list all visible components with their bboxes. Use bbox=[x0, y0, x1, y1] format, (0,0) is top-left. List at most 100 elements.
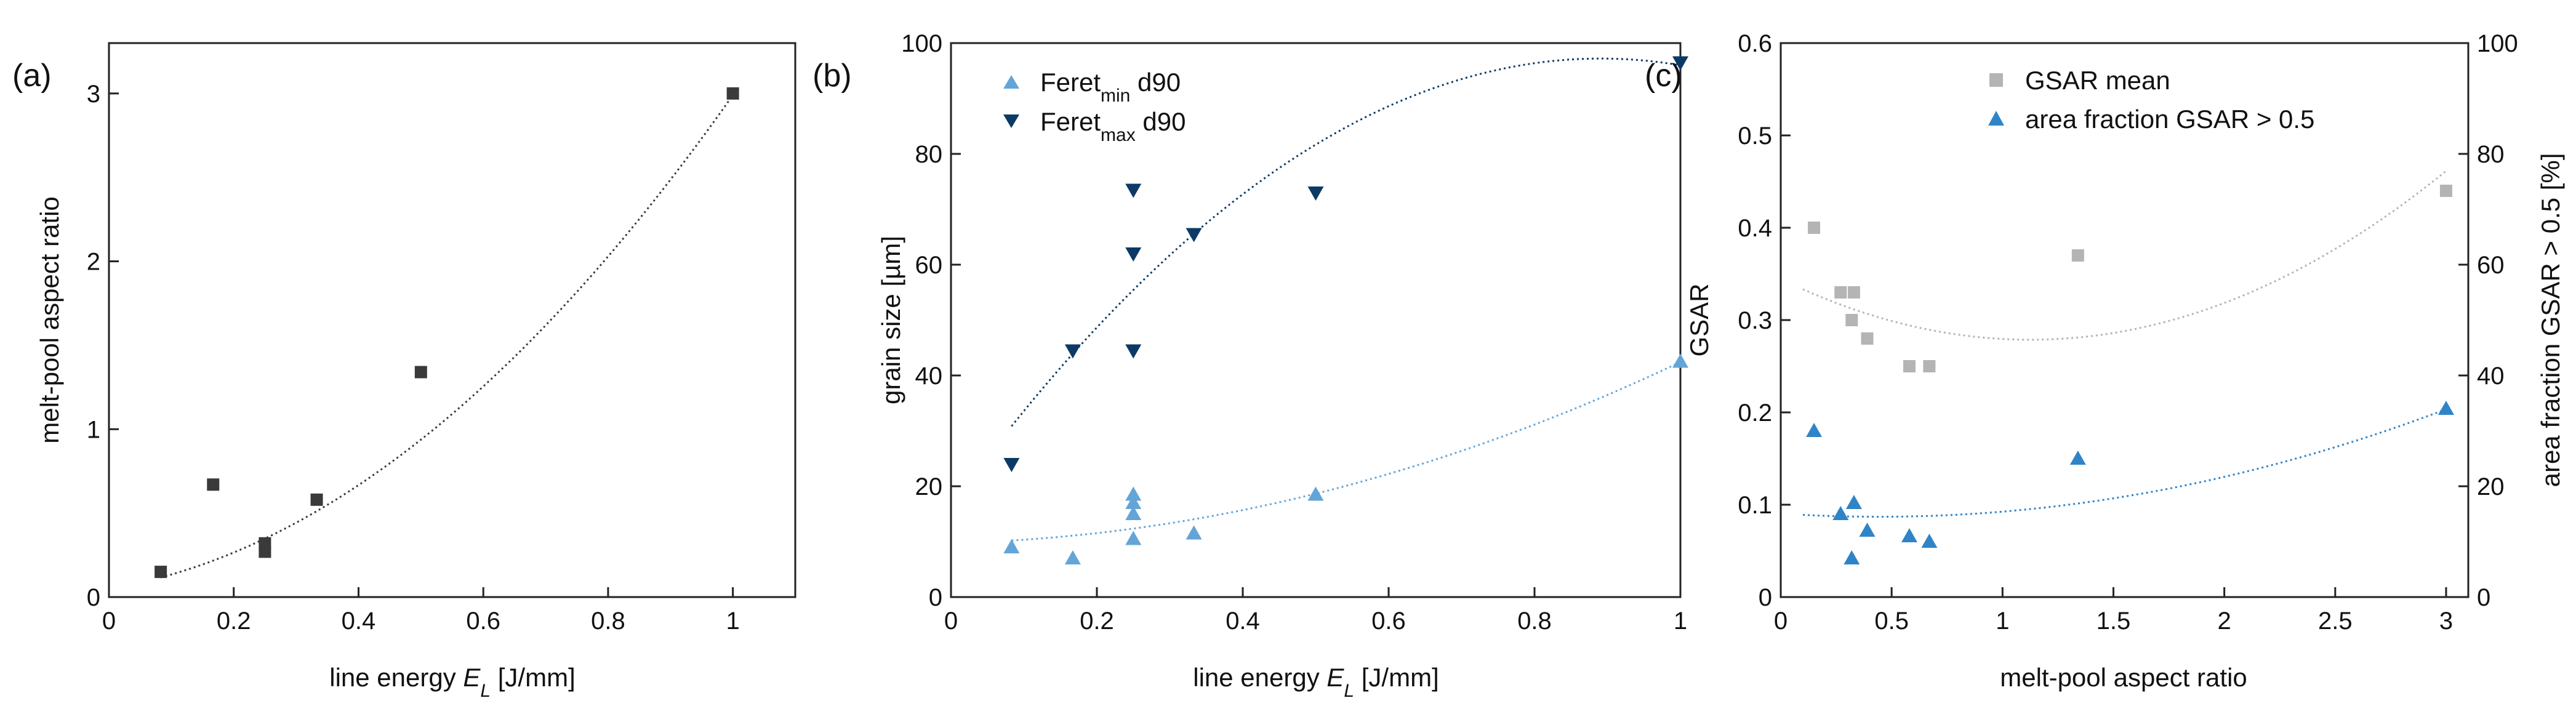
x-tick-label: 0.2 bbox=[217, 608, 251, 635]
data-point-series-0 bbox=[1125, 506, 1142, 520]
panel-b-x-axis: 0 0.2 0.4 0.6 0.8 1 bbox=[944, 587, 1687, 635]
y-tick-label: 1 bbox=[87, 416, 100, 443]
legend-feret-max-label: Feretmax d90 bbox=[1040, 107, 1186, 145]
data-point-series-1 bbox=[1064, 344, 1081, 359]
panel-b-tag: (b) bbox=[813, 58, 852, 94]
panel-c-legend: GSAR mean area fraction GSAR > 0.5 bbox=[1988, 66, 2314, 134]
fit-line-series-0 bbox=[1011, 361, 1681, 542]
x-tick-label: 0.8 bbox=[1517, 608, 1552, 635]
y-tick-label: 0 bbox=[87, 584, 100, 611]
data-point-series-1 bbox=[1125, 344, 1142, 359]
data-point-series-1 bbox=[1125, 247, 1142, 262]
data-point-series-0 bbox=[1125, 531, 1142, 545]
data-point-series-0 bbox=[2439, 185, 2452, 197]
data-point-series-0 bbox=[259, 545, 271, 558]
legend-area-fraction-label: area fraction GSAR > 0.5 bbox=[2025, 105, 2314, 134]
y2-tick-label: 0 bbox=[2477, 584, 2490, 611]
fit-line-series-0 bbox=[160, 94, 734, 579]
legend-feret-min-marker bbox=[1003, 75, 1019, 89]
panel-a-x-axis: 0 0.2 0.4 0.6 0.8 1 bbox=[102, 587, 740, 635]
data-point-series-0 bbox=[1064, 550, 1081, 564]
y-tick-label: 0.2 bbox=[1738, 399, 1772, 427]
panel-b-plot-frame bbox=[950, 42, 1682, 598]
panel-c-x-axis-label: melt-pool aspect ratio bbox=[2000, 663, 2247, 692]
x-tick-label: 1 bbox=[1996, 608, 2009, 635]
legend-feret-max-marker bbox=[1003, 114, 1019, 128]
panel-b-y-axis: 0 20 40 60 80 100 bbox=[901, 30, 961, 611]
y2-tick-label: 100 bbox=[2477, 30, 2518, 57]
y-tick-label: 40 bbox=[915, 363, 943, 390]
panel-b-legend: Feretmin d90 Feretmax d90 bbox=[1003, 68, 1186, 145]
data-point-series-1 bbox=[1307, 187, 1324, 201]
data-point-series-0 bbox=[1845, 314, 1858, 326]
x-tick-label: 0.8 bbox=[591, 608, 625, 635]
x-tick-label: 0 bbox=[944, 608, 958, 635]
y2-tick-label: 20 bbox=[2477, 473, 2505, 500]
data-point-series-0 bbox=[1861, 332, 1874, 345]
data-point-series-1 bbox=[1672, 56, 1688, 71]
panel-b-fit-lines bbox=[1011, 57, 1681, 542]
y-tick-label: 2 bbox=[87, 249, 100, 276]
data-point-series-0 bbox=[1847, 286, 1860, 299]
panel-c-data-marks bbox=[1806, 185, 2454, 564]
legend-feret-min-label: Feretmin d90 bbox=[1040, 68, 1181, 106]
data-point-series-0 bbox=[726, 87, 739, 100]
y-tick-label: 0.1 bbox=[1738, 492, 1772, 519]
y-tick-label: 0.4 bbox=[1738, 215, 1772, 242]
x-tick-label: 0.2 bbox=[1080, 608, 1114, 635]
panel-c: (c) 0 0.5 1 1.5 2 2.5 3 0 0.1 0.2 0.3 0.4 0.5 0.6 0 2… bbox=[1645, 30, 2565, 692]
x-tick-label: 2 bbox=[2218, 608, 2231, 635]
panel-a-plot-frame bbox=[108, 42, 796, 598]
legend-area-fraction-marker bbox=[1988, 111, 2004, 126]
x-tick-label: 0 bbox=[1774, 608, 1788, 635]
data-point-series-1 bbox=[1832, 506, 1849, 520]
data-point-series-0 bbox=[310, 493, 323, 506]
data-point-series-1 bbox=[1921, 534, 1938, 548]
x-tick-label: 0.6 bbox=[466, 608, 500, 635]
panel-c-x-axis: 0 0.5 1 1.5 2 2.5 3 bbox=[1774, 587, 2453, 635]
y-tick-label: 20 bbox=[915, 473, 943, 500]
data-point-series-0 bbox=[1808, 222, 1821, 234]
panel-a-tag: (a) bbox=[12, 58, 52, 94]
y-tick-label: 0.6 bbox=[1738, 30, 1772, 57]
data-point-series-0 bbox=[1186, 525, 1202, 540]
panel-a-y-axis: 0 1 2 3 bbox=[87, 81, 119, 611]
x-tick-label: 1 bbox=[726, 608, 740, 635]
y-tick-label: 0.5 bbox=[1738, 122, 1772, 150]
y2-tick-label: 80 bbox=[2477, 141, 2505, 168]
data-point-series-0 bbox=[1834, 286, 1847, 299]
fit-line-series-0 bbox=[1802, 170, 2447, 341]
data-point-series-1 bbox=[1844, 550, 1860, 564]
fit-line-series-1 bbox=[1802, 408, 2447, 518]
x-tick-label: 2.5 bbox=[2318, 608, 2353, 635]
panel-b-x-axis-label: line energy EL [J/mm] bbox=[1193, 663, 1439, 701]
data-point-series-0 bbox=[1125, 495, 1142, 509]
data-point-series-0 bbox=[2071, 249, 2084, 262]
x-tick-label: 0.4 bbox=[1226, 608, 1260, 635]
panel-a-x-axis-label: line energy EL [J/mm] bbox=[329, 663, 576, 701]
data-point-series-1 bbox=[1845, 495, 1862, 509]
data-point-series-0 bbox=[154, 566, 167, 579]
panel-a-fit-lines bbox=[160, 94, 734, 579]
data-point-series-1 bbox=[1125, 183, 1142, 198]
x-tick-label: 1 bbox=[1674, 608, 1687, 635]
data-point-series-0 bbox=[207, 478, 220, 491]
y-tick-label: 80 bbox=[915, 141, 943, 168]
y-tick-label: 0 bbox=[929, 584, 942, 611]
data-point-series-0 bbox=[1003, 539, 1020, 553]
y2-tick-label: 40 bbox=[2477, 363, 2505, 390]
data-point-series-0 bbox=[414, 366, 427, 379]
x-tick-label: 3 bbox=[2439, 608, 2453, 635]
fit-line-series-1 bbox=[1011, 57, 1681, 427]
data-point-series-1 bbox=[1901, 528, 1917, 542]
y2-tick-label: 60 bbox=[2477, 252, 2505, 279]
data-point-series-0 bbox=[1307, 486, 1324, 501]
data-point-series-1 bbox=[2069, 451, 2086, 465]
y-tick-label: 0 bbox=[1759, 584, 1772, 611]
x-tick-label: 0 bbox=[102, 608, 116, 635]
data-point-series-0 bbox=[1672, 353, 1688, 368]
panel-c-y2-axis-label: area fraction GSAR > 0.5 [%] bbox=[2536, 153, 2565, 487]
panel-a-y-axis-label: melt-pool aspect ratio bbox=[35, 196, 64, 444]
data-point-series-1 bbox=[1003, 458, 1020, 472]
